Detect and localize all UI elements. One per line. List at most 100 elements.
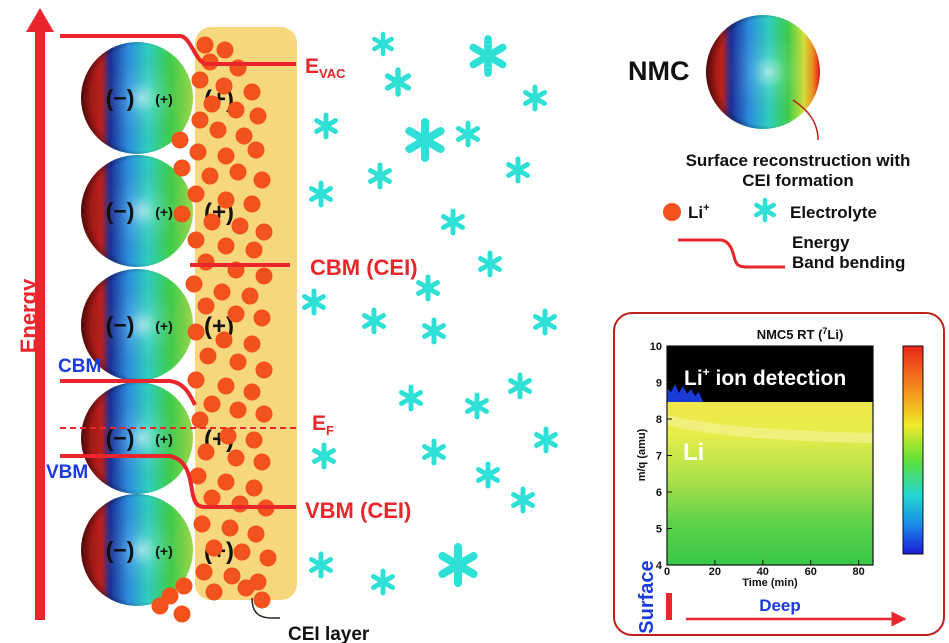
li-ion [213, 283, 231, 301]
electrolyte-star [422, 438, 446, 466]
li-ion [185, 275, 203, 293]
li-ion [253, 453, 271, 471]
electrolyte-star [309, 180, 333, 208]
electrolyte-star [478, 250, 502, 278]
band-label-line1: Energy [792, 233, 850, 252]
inset-y-ticks: 4 5 6 7 8 9 10 [650, 341, 672, 572]
li-ion [253, 309, 271, 327]
inset-y-tick-label: 5 [656, 524, 662, 536]
li-ion [187, 323, 205, 341]
surface-marker [666, 593, 672, 620]
negative-charge-label: (−) [106, 312, 135, 338]
electrolyte-star [384, 67, 412, 97]
small-positive-charge-label: (+) [155, 543, 173, 559]
inset-x-tick-label: 20 [709, 566, 721, 578]
electrolyte-star [511, 486, 535, 514]
li-ion [231, 495, 249, 513]
negative-charge-label: (−) [106, 85, 135, 111]
inset-title: NMC5 RT (7Li) [757, 326, 844, 342]
li-ion [229, 353, 247, 371]
electrolyte-legend-marker [754, 197, 776, 223]
li-ion [237, 579, 255, 597]
electrolyte-star [506, 156, 530, 184]
heatmap-li-band [665, 415, 874, 443]
li-ion [247, 141, 265, 159]
electrolyte-star [534, 426, 558, 454]
li-ion [215, 77, 233, 95]
inset-y-tick-label: 4 [656, 560, 663, 572]
inset-y-tick-label: 9 [656, 378, 662, 390]
li-ion [245, 241, 263, 259]
li-ion [191, 411, 209, 429]
li-ion [227, 449, 245, 467]
li-ion [217, 377, 235, 395]
li-ion [197, 253, 215, 271]
inset-ylabel: m/q (amu) [636, 428, 648, 481]
vbm-bent-line [60, 454, 296, 509]
electrolyte-star [476, 461, 500, 489]
electrolyte-star [372, 31, 394, 57]
li-ion [227, 101, 245, 119]
electrolyte-star [422, 317, 446, 345]
nmc-label: NMC [628, 56, 690, 86]
small-positive-charge-label: (+) [155, 204, 173, 220]
li-ion [229, 163, 247, 181]
electrolyte-star [523, 84, 547, 112]
li-ion [243, 335, 261, 353]
li-ion [259, 549, 277, 567]
nmc-particle: (−)(+)(+) [81, 269, 234, 381]
li-ion [193, 515, 211, 533]
li-ion [249, 107, 267, 125]
li-ion [217, 147, 235, 165]
inset-y-tick-label: 7 [656, 451, 662, 463]
cei-layer [195, 27, 297, 600]
nmc-particles: (−)(+)(+)(−)(+)(+)(−)(+)(+)(−)(+)(+)(−)(… [81, 42, 234, 606]
electrolyte-star [405, 117, 445, 163]
electrolyte-stars [302, 31, 558, 596]
li-ion [205, 539, 223, 557]
li-ion [203, 213, 221, 231]
li-ion [217, 191, 235, 209]
electrolyte-star [368, 162, 392, 190]
li-ion [191, 71, 209, 89]
nmc-particle: (−)(+)(+) [81, 382, 234, 494]
li-ion [219, 427, 237, 445]
li-ion [216, 41, 234, 59]
evac-label: EVAC [305, 55, 346, 81]
nmc-legend-pointer [792, 99, 819, 141]
li-ion [197, 297, 215, 315]
li-ion [173, 205, 191, 223]
energy-axis [26, 8, 54, 620]
electrolyte-star [441, 208, 465, 236]
surface-label: Surface [636, 560, 658, 633]
negative-charge-label: (−) [106, 425, 135, 451]
li-ion [253, 171, 271, 189]
li-ion [217, 473, 235, 491]
inset-xlabel: Time (min) [742, 577, 798, 589]
li-ion [187, 231, 205, 249]
evac-line [60, 34, 296, 66]
electrolyte-star [312, 442, 336, 470]
legend: NMC Surface reconstruction with CEI form… [628, 15, 910, 272]
detection-label: Li+ ion detection [684, 365, 846, 390]
band-bending-legend-line [678, 238, 785, 269]
li-ion [217, 237, 235, 255]
band-label-line2: Band bending [792, 253, 905, 272]
li-ion [209, 121, 227, 139]
electrolyte-star [438, 542, 478, 588]
negative-charge-label: (−) [106, 537, 135, 563]
electrolyte-star [533, 308, 557, 336]
li-ion [199, 347, 217, 365]
li-ion [189, 467, 207, 485]
small-positive-charge-label: (+) [155, 431, 173, 447]
surface-caption-line1: Surface reconstruction with [686, 151, 911, 170]
cbm-label: CBM [58, 356, 101, 377]
li-ion [255, 405, 273, 423]
li-ion [187, 185, 205, 203]
li-ion [175, 577, 193, 595]
li-ion [241, 287, 259, 305]
li-ion [203, 395, 221, 413]
li-ion [247, 525, 265, 543]
li-ion [255, 267, 273, 285]
inset-x-tick-label: 40 [757, 566, 769, 578]
